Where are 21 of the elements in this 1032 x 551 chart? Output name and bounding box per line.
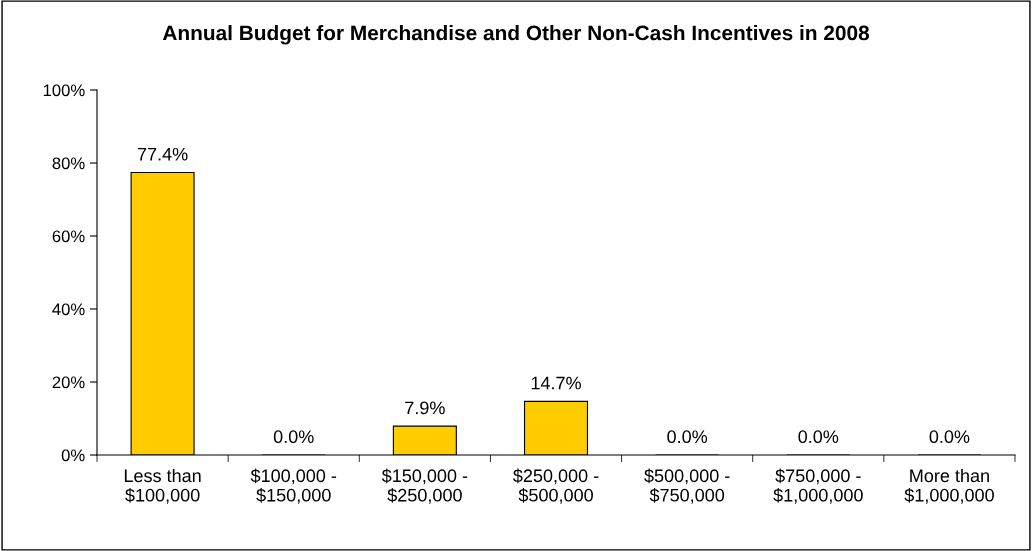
x-tick-label: $750,000 - $1,000,000 — [773, 468, 863, 504]
data-label: 77.4% — [137, 147, 188, 161]
x-tick-label: $150,000 - $250,000 — [381, 468, 468, 504]
data-label: 0.0% — [273, 430, 314, 444]
data-label: 14.7% — [531, 376, 581, 390]
x-tick-label: Less than $100,000 — [124, 468, 201, 504]
y-tick-label: 60% — [52, 230, 85, 243]
chart-title: Annual Budget for Merchandise and Other Non-Cash Incentives in 2008 — [162, 25, 870, 45]
x-tick-label: More than $1,000,000 — [904, 468, 994, 504]
y-tick-label: 80% — [52, 157, 85, 170]
x-tick-label: $100,000 - $150,000 — [250, 468, 337, 504]
data-label: 0.0% — [798, 430, 839, 444]
y-tick-label: 0% — [61, 449, 85, 462]
data-label: 0.0% — [667, 430, 708, 444]
x-tick-label: $250,000 - $500,000 — [513, 468, 599, 504]
y-tick-label: 20% — [52, 376, 85, 389]
data-label: 0.0% — [929, 430, 970, 444]
y-tick-label: 100% — [43, 84, 85, 97]
data-label: 7.9% — [405, 401, 445, 415]
y-tick-label: 40% — [52, 303, 85, 316]
x-tick-label: $500,000 - $750,000 — [644, 468, 730, 504]
